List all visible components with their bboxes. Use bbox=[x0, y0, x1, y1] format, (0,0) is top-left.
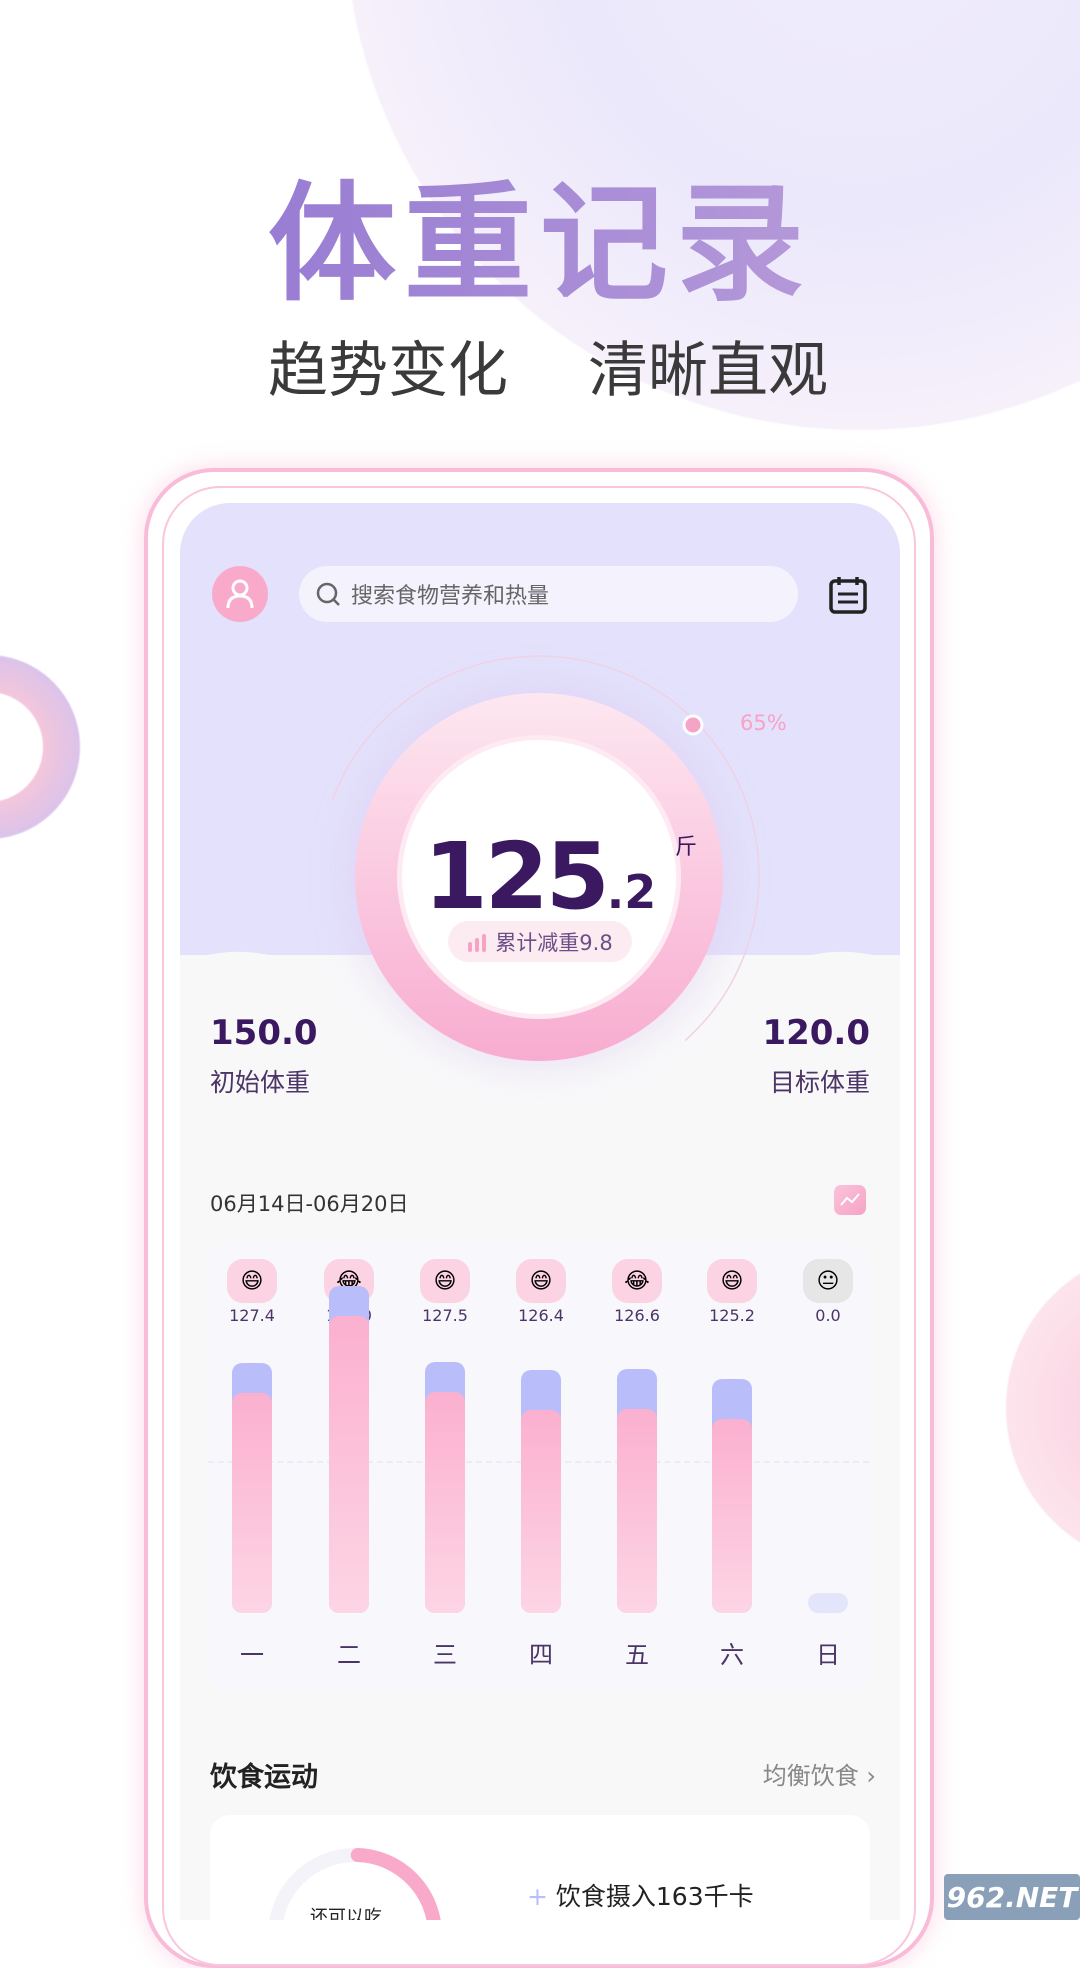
trend-icon bbox=[840, 1193, 860, 1206]
bar-value-label: 126.6 bbox=[614, 1306, 660, 1325]
day-label: 二 bbox=[337, 1641, 361, 1669]
bar-weight[interactable] bbox=[232, 1392, 272, 1613]
plus-icon: + bbox=[527, 1882, 548, 1911]
progress-dot bbox=[682, 714, 704, 736]
progress-percent: 65% bbox=[740, 711, 787, 735]
balanced-diet-link[interactable]: 均衡饮食 › bbox=[763, 1756, 876, 1791]
day-label: 一 bbox=[240, 1641, 264, 1669]
bar-value-label: 126.4 bbox=[518, 1306, 564, 1325]
wave-shape bbox=[180, 951, 900, 1123]
app-screen: 搜索食物营养和热量 65% 125.2 斤 累计减重9.8 150.0 初始体重… bbox=[180, 503, 900, 1920]
initial-weight-label: 初始体重 bbox=[210, 1068, 311, 1097]
avatar-button[interactable] bbox=[212, 566, 268, 622]
happy-emoji-icon: 😄 bbox=[707, 1259, 757, 1303]
bar-empty[interactable] bbox=[808, 1593, 848, 1613]
weight-ring-center bbox=[402, 740, 676, 1014]
bar-value-label: 125.2 bbox=[709, 1306, 755, 1325]
balanced-diet-label: 均衡饮食 bbox=[762, 1762, 859, 1790]
target-weight-label: 目标体重 bbox=[769, 1068, 870, 1097]
bar-chart-icon bbox=[468, 933, 487, 952]
calorie-ring bbox=[268, 1848, 442, 1920]
bar-value-label: 127.5 bbox=[422, 1306, 468, 1325]
promo-subtitle-left: 趋势变化 bbox=[268, 336, 508, 406]
intake-row: + 饮食摄入163千卡 bbox=[527, 1877, 754, 1913]
search-icon bbox=[316, 582, 340, 606]
trend-chart-button[interactable] bbox=[834, 1185, 866, 1215]
day-label: 日 bbox=[816, 1641, 840, 1669]
target-weight-value: 120.0 bbox=[762, 1013, 870, 1053]
day-label: 三 bbox=[433, 1641, 457, 1669]
progress-arc bbox=[318, 655, 760, 1097]
weight-decimal: .2 bbox=[606, 865, 657, 919]
total-loss-badge: 累计减重9.8 bbox=[448, 921, 632, 962]
bar-weight[interactable] bbox=[329, 1315, 369, 1613]
happy-emoji-icon: 😄 bbox=[420, 1259, 470, 1303]
current-weight: 125.2 斤 bbox=[180, 823, 900, 930]
bar-weight[interactable] bbox=[712, 1419, 752, 1613]
weekly-chart: 😄127.4一😂138.0二😄127.5三😄126.4四😂126.6五😄125.… bbox=[208, 1243, 869, 1693]
promo-subtitle-right: 清晰直观 bbox=[588, 336, 828, 406]
search-placeholder: 搜索食物营养和热量 bbox=[351, 584, 550, 609]
initial-weight-value: 150.0 bbox=[210, 1013, 318, 1053]
section-title: 饮食运动 bbox=[210, 1762, 318, 1793]
day-label: 六 bbox=[720, 1641, 744, 1669]
calendar-icon[interactable] bbox=[828, 575, 868, 615]
bar-weight[interactable] bbox=[425, 1392, 465, 1613]
happy-emoji-icon: 😄 bbox=[516, 1259, 566, 1303]
day-label: 五 bbox=[625, 1641, 649, 1669]
bar-value-label: 0.0 bbox=[815, 1306, 841, 1325]
weight-unit: 斤 bbox=[675, 835, 698, 860]
remaining-label: 还可以吃 bbox=[310, 1907, 382, 1920]
neutral-emoji-icon: 😐 bbox=[803, 1259, 853, 1303]
weight-integer: 125 bbox=[423, 823, 610, 930]
diet-card[interactable]: 还可以吃 + 饮食摄入163千卡 bbox=[210, 1815, 870, 1920]
week-range: 06月14日-06月20日 bbox=[210, 1192, 409, 1216]
laugh-cry-emoji-icon: 😂 bbox=[612, 1259, 662, 1303]
user-icon bbox=[226, 579, 254, 609]
bar-weight[interactable] bbox=[617, 1408, 657, 1613]
intake-label: 饮食摄入163千卡 bbox=[555, 1882, 754, 1911]
total-loss-text: 累计减重9.8 bbox=[495, 930, 613, 955]
search-input[interactable]: 搜索食物营养和热量 bbox=[299, 566, 798, 622]
chevron-right-icon: › bbox=[866, 1762, 876, 1790]
promo-title: 体重记录 bbox=[0, 140, 1080, 325]
happy-emoji-icon: 😄 bbox=[227, 1259, 277, 1303]
day-label: 四 bbox=[529, 1641, 553, 1669]
bar-weight[interactable] bbox=[521, 1410, 561, 1613]
bar-value-label: 127.4 bbox=[229, 1306, 275, 1325]
watermark-logo: 962.NET bbox=[944, 1874, 1080, 1920]
